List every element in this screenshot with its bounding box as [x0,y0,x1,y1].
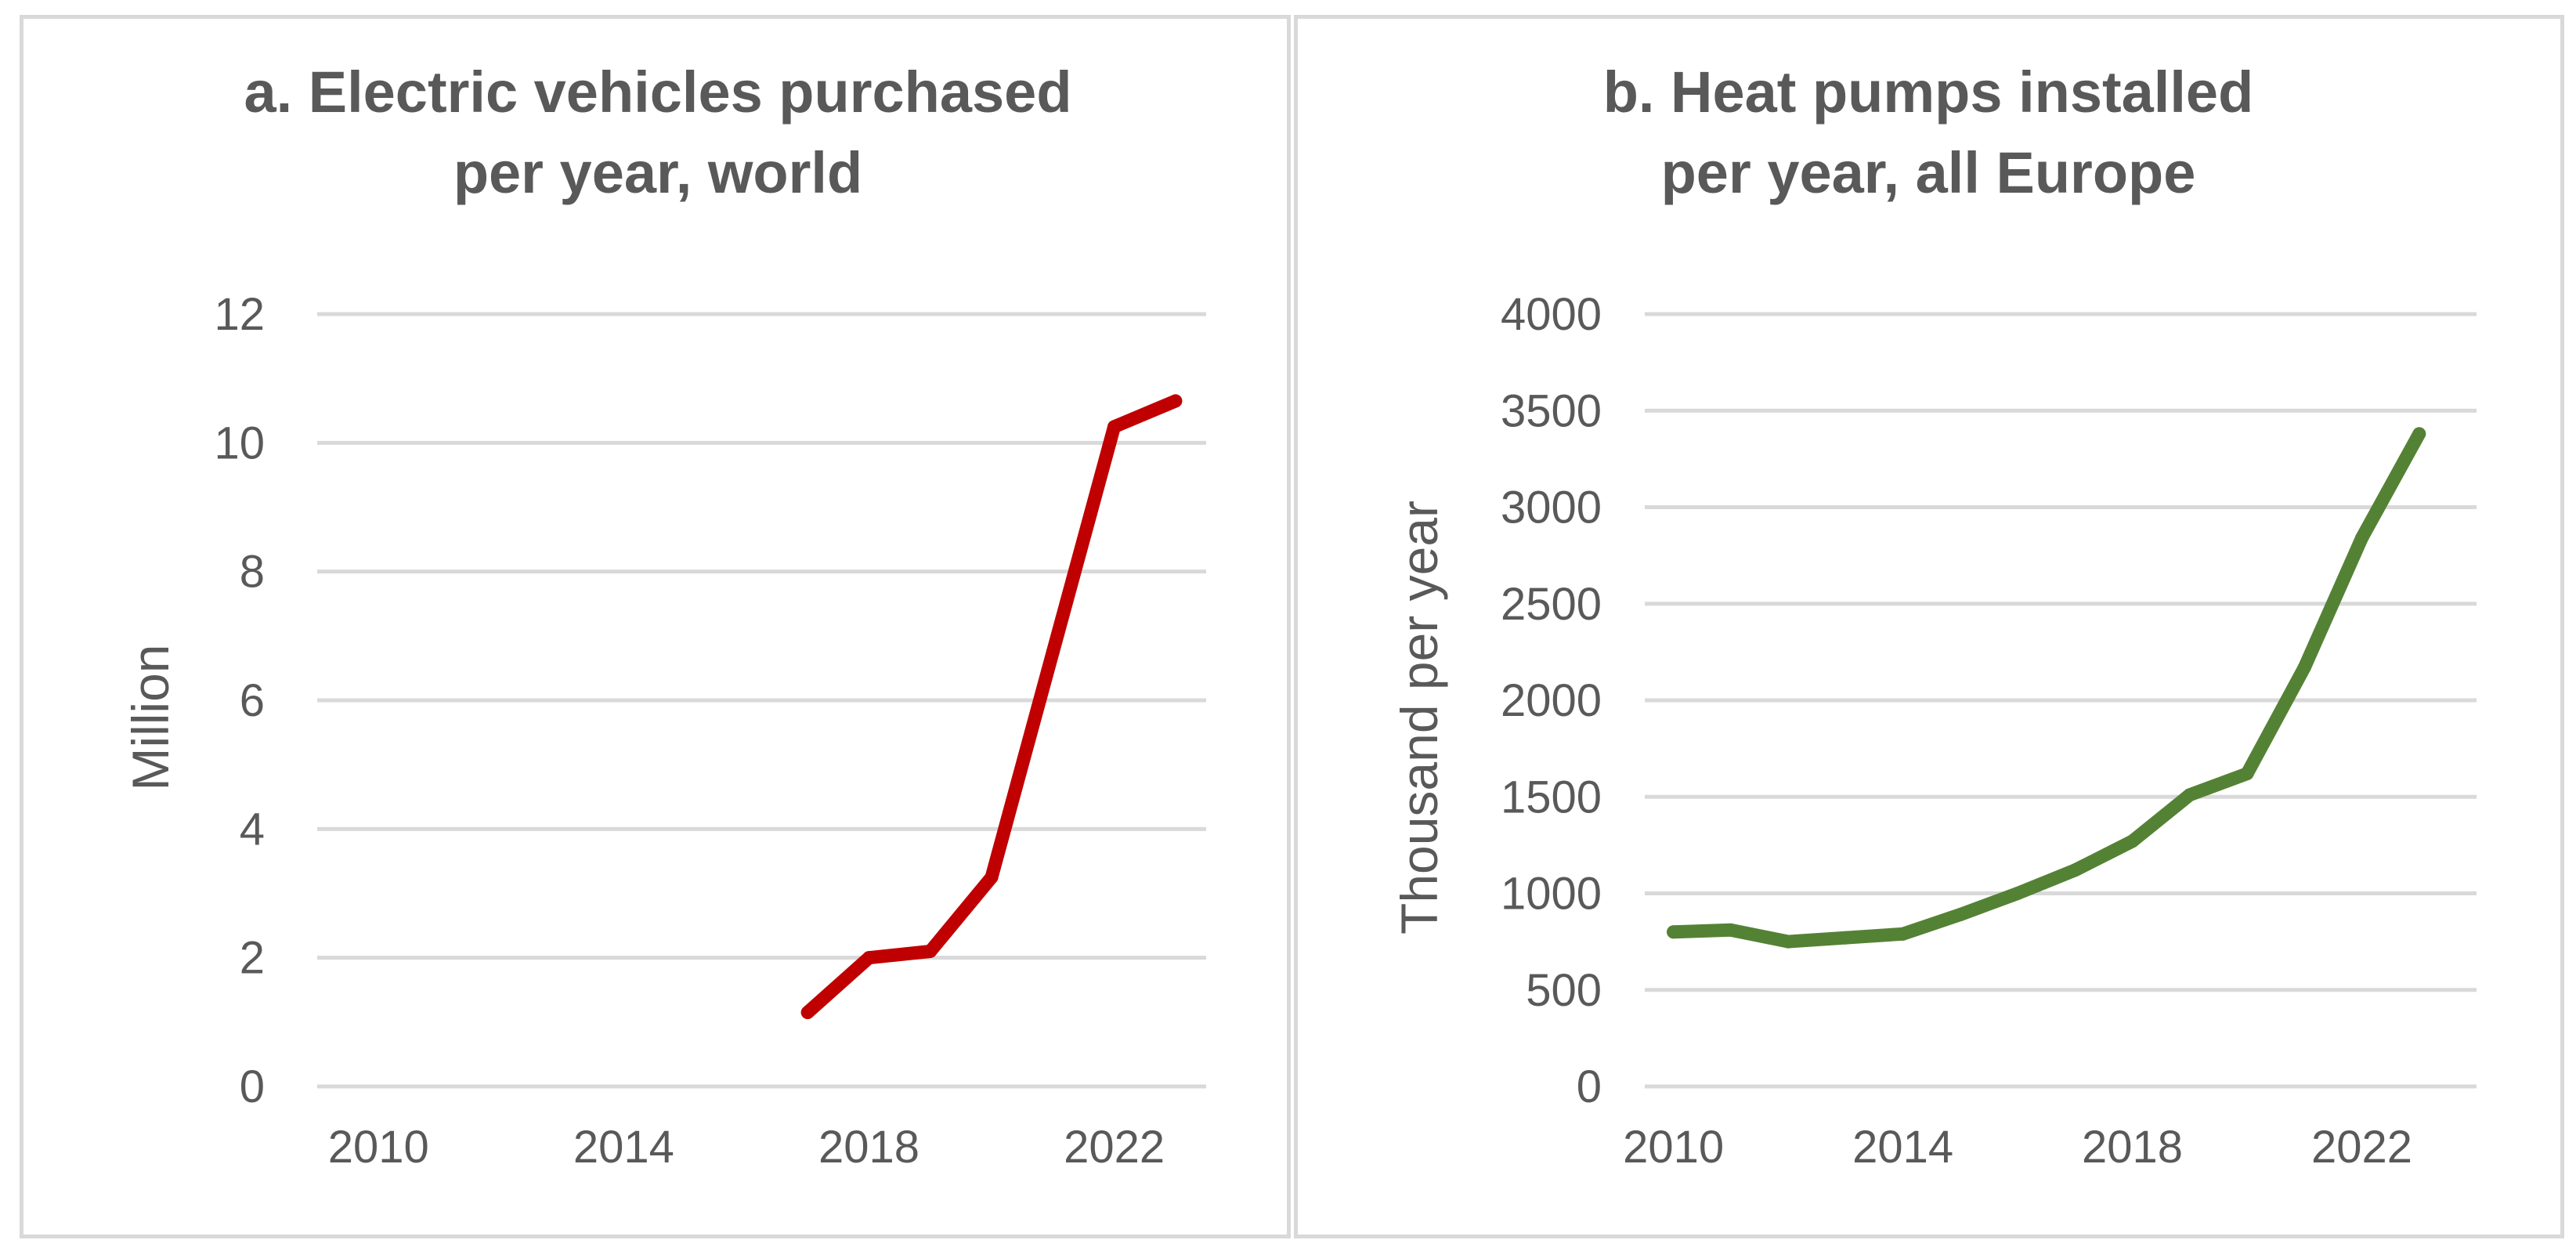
hp-data-point-2021 [2297,660,2311,674]
x-tick-label-2014: 2014 [1852,1122,1953,1173]
hp-data-point-2018 [2126,834,2140,848]
chart-title-line-2: per year, world [453,140,862,205]
ev-chart: a. Electric vehicles purchased per year, … [121,60,1206,1173]
y-tick-label-4000: 4000 [1501,289,1602,340]
hp-series-line [1667,427,2426,949]
y-axis-label: Thousand per year [1390,501,1448,934]
y-tick-label-2000: 2000 [1501,675,1602,726]
y-tick-label-2: 2 [240,933,265,984]
ev-series-line [800,394,1183,1019]
y-tick-label-3000: 3000 [1501,483,1602,533]
ev-data-point-2022 [1107,420,1122,434]
y-tick-label-2500: 2500 [1501,579,1602,630]
x-tick-label-2010: 2010 [1623,1122,1724,1173]
ev-data-point-2019 [923,944,938,958]
hp-data-point-2012 [1781,934,1795,949]
y-tick-label-6: 6 [240,675,265,726]
hp-data-point-2022 [2355,531,2369,545]
x-tick-label-2018: 2018 [818,1122,919,1173]
hp-data-point-2016 [2011,887,2025,900]
hp-data-point-2019 [2183,788,2197,802]
ev-data-point-2017 [800,1006,815,1020]
x-tick-label-2022: 2022 [2311,1122,2412,1173]
ev-data-point-2023 [1169,394,1183,408]
hp-data-point-2014 [1896,927,1910,941]
ev-data-point-2021 [1046,645,1060,659]
y-tick-label-10: 10 [214,418,265,468]
ev-data-point-2018 [862,951,876,965]
hp-data-point-2023 [2412,427,2426,441]
y-tick-label-3500: 3500 [1501,385,1602,436]
hp-data-point-2013 [1838,931,1852,945]
y-tick-label-1500: 1500 [1501,772,1602,822]
y-tick-label-0: 0 [240,1061,265,1112]
x-tick-label-2022: 2022 [1064,1122,1165,1173]
chart-title-line-2: per year, all Europe [1661,140,2196,205]
y-tick-label-0: 0 [1577,1061,1602,1112]
hp-data-point-2010 [1667,925,1681,939]
hp-data-point-2017 [2068,863,2082,877]
x-tick-label-2014: 2014 [573,1122,674,1173]
y-tick-label-12: 12 [214,289,265,340]
y-tick-label-8: 8 [240,547,265,598]
x-tick-label-2010: 2010 [328,1122,429,1173]
heat-pump-chart: b. Heat pumps installed per year, all Eur… [1390,60,2477,1173]
chart-title-line-1: a. Electric vehicles purchased [244,60,1071,125]
chart-panel-ev: a. Electric vehicles purchased per year, … [20,15,1291,1238]
y-tick-label-1000: 1000 [1501,869,1602,920]
hp-data-point-2011 [1724,923,1738,937]
y-tick-label-500: 500 [1526,965,1602,1016]
hp-data-point-2020 [2240,767,2254,781]
y-tick-label-4: 4 [240,804,265,855]
x-tick-label-2018: 2018 [2082,1122,2183,1173]
chart-panel-heat-pumps: b. Heat pumps installed per year, all Eur… [1294,15,2564,1238]
y-axis-label: Million [121,644,179,790]
ev-data-point-2020 [985,870,999,884]
chart-title-line-1: b. Heat pumps installed [1603,60,2254,125]
hp-data-point-2015 [1953,908,1967,922]
